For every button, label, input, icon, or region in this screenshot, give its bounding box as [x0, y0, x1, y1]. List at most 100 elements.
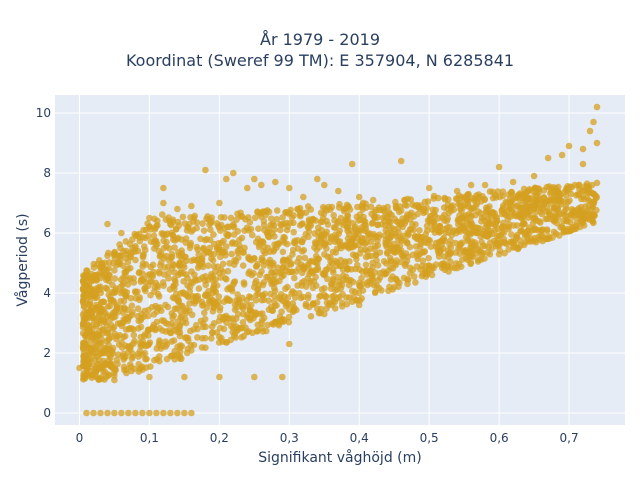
- data-point: [253, 328, 261, 335]
- data-point: [390, 248, 397, 255]
- data-point: [112, 307, 119, 314]
- data-point: [198, 255, 206, 263]
- x-tick-label: 0,1: [140, 431, 159, 445]
- data-point: [240, 281, 248, 288]
- data-point: [240, 332, 247, 340]
- data-point: [424, 217, 432, 224]
- data-point: [193, 257, 200, 264]
- data-point: [337, 214, 345, 222]
- data-point: [516, 190, 524, 197]
- data-point: [202, 291, 209, 298]
- data-point: [151, 283, 159, 291]
- data-point: [276, 269, 284, 277]
- data-point: [384, 238, 392, 245]
- data-point: [339, 272, 347, 279]
- data-point: [134, 305, 142, 313]
- data-point: [160, 199, 167, 207]
- data-point: [200, 227, 208, 234]
- data-point: [213, 244, 221, 251]
- data-point: [348, 160, 356, 168]
- data-point: [208, 271, 215, 278]
- data-point: [122, 238, 130, 245]
- data-point: [486, 188, 494, 195]
- x-tick-label: 0,3: [280, 431, 299, 445]
- data-point: [355, 217, 363, 224]
- data-point: [329, 293, 336, 300]
- data-point: [162, 301, 169, 309]
- data-point: [326, 238, 334, 246]
- data-point: [193, 243, 201, 251]
- data-point: [339, 221, 347, 229]
- data-point: [125, 409, 132, 417]
- data-point: [305, 233, 312, 241]
- data-point: [371, 214, 379, 222]
- data-point: [223, 243, 230, 250]
- data-point: [273, 207, 281, 214]
- data-point: [80, 317, 88, 325]
- data-point: [538, 226, 545, 234]
- data-point: [331, 257, 339, 265]
- data-point: [467, 181, 475, 189]
- data-point: [447, 258, 454, 266]
- x-tick-label: 0,7: [560, 431, 579, 445]
- data-point: [467, 205, 475, 212]
- data-point: [314, 175, 321, 183]
- data-point: [98, 299, 105, 306]
- data-point: [475, 208, 482, 215]
- data-point: [397, 157, 405, 165]
- data-point: [210, 231, 217, 238]
- data-point: [124, 281, 132, 288]
- data-point: [293, 306, 300, 314]
- data-point: [460, 247, 468, 255]
- data-point: [174, 318, 182, 325]
- data-point: [345, 281, 353, 289]
- data-point: [259, 310, 266, 317]
- x-tick-label: 0: [76, 431, 84, 445]
- data-point: [199, 274, 206, 281]
- data-point: [267, 221, 275, 229]
- data-point: [122, 353, 129, 361]
- data-point: [129, 308, 136, 316]
- data-point: [154, 304, 162, 312]
- data-points: [76, 103, 601, 417]
- data-point: [224, 267, 232, 275]
- data-point: [79, 330, 87, 337]
- data-point: [182, 319, 190, 327]
- data-point: [220, 249, 227, 256]
- x-tick-label: 0,6: [490, 431, 509, 445]
- data-point: [153, 409, 160, 417]
- data-point: [199, 263, 207, 271]
- data-point: [418, 262, 426, 270]
- data-point: [444, 215, 452, 222]
- data-point: [425, 254, 432, 262]
- data-point: [302, 209, 310, 216]
- data-point: [296, 209, 304, 216]
- data-point: [258, 319, 265, 327]
- data-point: [401, 220, 409, 227]
- data-point: [284, 294, 292, 302]
- data-point: [239, 305, 247, 312]
- data-point: [395, 208, 403, 216]
- data-point: [295, 290, 303, 297]
- data-point: [336, 262, 344, 270]
- data-point: [83, 291, 91, 298]
- data-point: [355, 301, 363, 309]
- data-point: [486, 251, 494, 258]
- data-point: [590, 118, 597, 126]
- tick-labels: 0 0,1 0,2 0,3 0,4 0,5 0,6 0,7 0 2 4 6 8 10: [36, 106, 579, 445]
- data-point: [114, 320, 122, 327]
- data-point: [81, 373, 88, 381]
- data-point: [287, 268, 295, 276]
- data-point: [208, 335, 215, 342]
- data-point: [176, 323, 183, 330]
- data-point: [372, 288, 379, 296]
- data-point: [171, 295, 178, 302]
- data-point: [89, 371, 96, 378]
- data-point: [171, 244, 178, 251]
- data-point: [156, 252, 164, 260]
- data-point: [532, 238, 540, 246]
- data-point: [472, 224, 480, 231]
- data-point: [139, 252, 147, 259]
- data-point: [151, 356, 158, 364]
- data-point: [259, 239, 267, 246]
